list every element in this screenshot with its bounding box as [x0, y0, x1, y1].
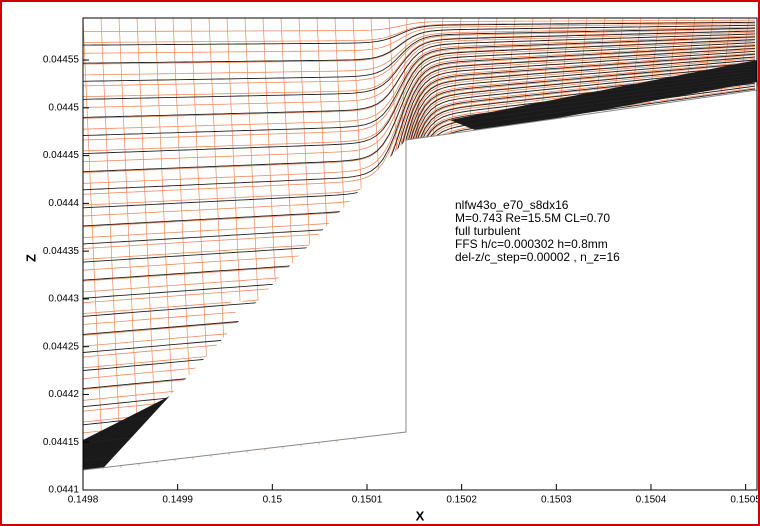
annotation: M=0.743 Re=15.5M CL=0.70 [455, 211, 610, 225]
x-tick-label: 0.1504 [636, 495, 667, 506]
x-tick-label: 0.1501 [352, 495, 383, 506]
y-axis-label: Z [23, 254, 38, 262]
y-tick-label: 0.04445 [43, 150, 80, 161]
annotation: FFS h/c=0.000302 h=0.8mm [455, 237, 608, 251]
x-tick-label: 0.1499 [162, 495, 193, 506]
y-tick-label: 0.0444 [48, 198, 79, 209]
y-tick-label: 0.0441 [48, 485, 79, 496]
annotation: nlfw43o_e70_s8dx16 [455, 198, 569, 212]
annotation: full turbulent [455, 224, 521, 238]
x-axis-label: X [416, 508, 425, 523]
y-tick-label: 0.04455 [43, 55, 80, 66]
chart: 0.1498 0.1499 0.15 0.1501 0.1502 0.1503 0.1504… [0, 0, 760, 526]
y-tick-label: 0.0443 [48, 294, 79, 305]
y-tick-label: 0.0442 [48, 389, 79, 400]
x-tick-label: 0.15 [263, 495, 283, 506]
x-tick-label: 0.1502 [446, 495, 477, 506]
y-tick-label: 0.0445 [48, 102, 79, 113]
x-tick-label: 0.1498 [68, 495, 99, 506]
x-tick-label: 0.1503 [541, 495, 572, 506]
x-tick-label: 0.1505 [730, 495, 760, 506]
y-tick-label: 0.04425 [43, 341, 80, 352]
annotation: del-z/c_step=0.00002 , n_z=16 [455, 250, 620, 264]
y-tick-label: 0.04435 [43, 246, 80, 257]
flow-field [83, 18, 760, 490]
y-tick-label: 0.04415 [43, 437, 80, 448]
